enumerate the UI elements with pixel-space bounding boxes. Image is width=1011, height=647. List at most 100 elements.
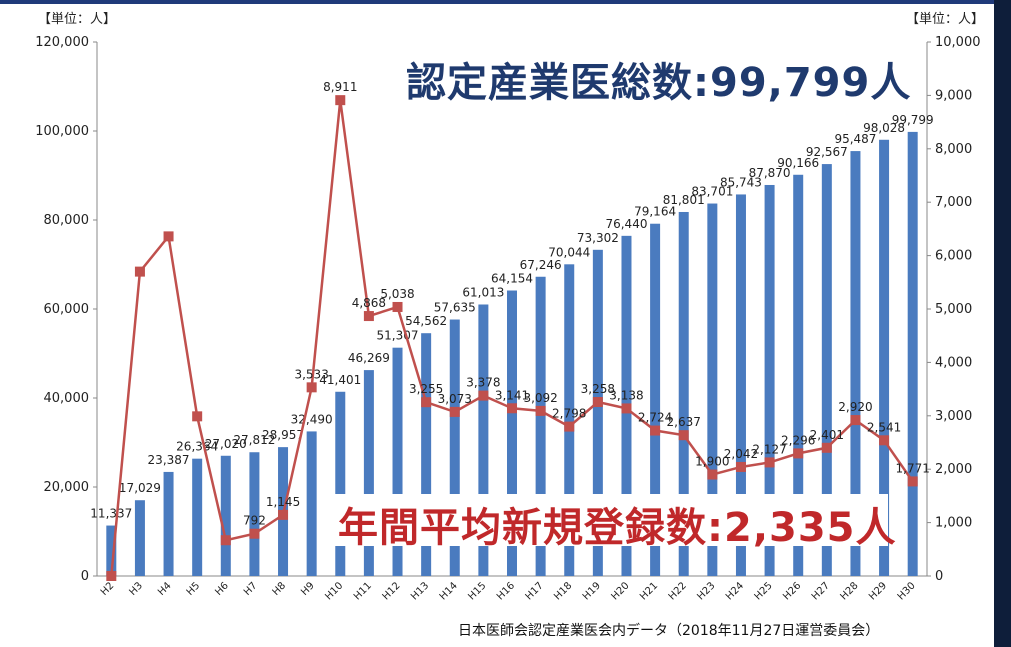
line-data-label: 1,145 <box>266 495 300 509</box>
bar-data-label: 99,799 <box>892 113 934 127</box>
line-marker <box>392 301 403 312</box>
line-data-label: 1,900 <box>695 455 729 469</box>
left-tick-label: 60,000 <box>44 302 90 317</box>
right-tick-label: 10,000 <box>935 35 981 50</box>
bar-data-label: 67,246 <box>520 258 562 272</box>
bar <box>793 174 804 577</box>
line-marker <box>363 311 374 322</box>
bar-data-label: 85,743 <box>720 175 762 189</box>
x-tick-label: H7 <box>242 580 260 598</box>
bar <box>421 333 432 576</box>
line-marker <box>278 509 289 520</box>
bar-data-label: 26,364 <box>176 440 218 454</box>
x-tick-label: H26 <box>781 580 803 602</box>
right-tick-label: 9,000 <box>935 88 972 103</box>
line-data-label: 2,042 <box>724 447 758 461</box>
bar-data-label: 27,812 <box>233 433 275 447</box>
bar <box>678 211 689 577</box>
x-tick-label: H14 <box>438 580 460 602</box>
bar-data-label: 46,269 <box>348 351 390 365</box>
line-data-label: 2,920 <box>838 400 872 414</box>
bar-data-label: 64,154 <box>491 272 533 286</box>
x-tick-label: H24 <box>724 580 746 602</box>
x-tick-label: H21 <box>638 580 660 602</box>
line-marker <box>564 421 575 432</box>
x-tick-label: H13 <box>409 580 431 602</box>
right-tick-label: 2,000 <box>935 462 972 477</box>
bar <box>335 391 346 576</box>
line-data-label: 2,296 <box>781 433 815 447</box>
line-marker <box>735 461 746 472</box>
bar <box>449 319 460 576</box>
line-marker <box>421 397 432 408</box>
left-axis-unit: 【単位：人】 <box>38 12 117 27</box>
bar <box>850 151 861 576</box>
line-data-label: 2,541 <box>867 420 901 434</box>
right-tick-label: 5,000 <box>935 302 972 317</box>
line-marker <box>249 528 260 539</box>
bar <box>735 194 746 576</box>
right-tick-label: 3,000 <box>935 409 972 424</box>
bar <box>535 276 546 576</box>
bar-data-label: 61,013 <box>462 285 504 299</box>
bar-data-label: 41,401 <box>319 373 361 387</box>
left-tick-label: 40,000 <box>44 391 90 406</box>
line-marker <box>106 571 117 581</box>
line-data-label: 2,798 <box>552 407 586 421</box>
line-marker <box>764 457 775 468</box>
right-axis-unit: 【単位：人】 <box>906 12 985 27</box>
x-tick-label: H18 <box>552 580 574 602</box>
line-data-label: 3,092 <box>523 391 557 405</box>
line-data-label: 5,038 <box>380 287 414 301</box>
left-tick-label: 100,000 <box>35 124 89 139</box>
bar-data-label: 95,487 <box>834 132 876 146</box>
subtitle-background <box>333 494 888 546</box>
right-tick-label: 4,000 <box>935 355 972 370</box>
bar <box>907 131 918 576</box>
bar <box>163 471 174 576</box>
line-data-label: 3,138 <box>609 388 643 402</box>
top-accent-bar <box>0 0 1011 4</box>
bar <box>363 370 374 576</box>
bar-data-label: 76,440 <box>605 217 647 231</box>
x-tick-label: H10 <box>323 580 345 602</box>
bar-data-label: 28,957 <box>262 428 304 442</box>
bar <box>392 347 403 576</box>
left-tick-label: 0 <box>81 569 89 584</box>
line-data-label: 2,637 <box>667 415 701 429</box>
line-marker <box>592 397 603 408</box>
bar-data-label: 92,567 <box>806 145 848 159</box>
bar-data-label: 70,044 <box>548 245 590 259</box>
bar-data-label: 57,635 <box>434 301 476 315</box>
x-tick-label: H17 <box>524 580 546 602</box>
x-tick-label: H20 <box>610 580 632 602</box>
bar <box>134 500 145 576</box>
x-tick-label: H27 <box>810 580 832 602</box>
bar-data-label: 73,302 <box>577 231 619 245</box>
line-data-label: 3,258 <box>581 382 615 396</box>
line-marker <box>306 382 317 393</box>
left-tick-label: 80,000 <box>44 213 90 228</box>
x-tick-label: H22 <box>667 580 689 602</box>
x-tick-label: H11 <box>352 580 374 602</box>
x-tick-label: H12 <box>381 580 403 602</box>
bar-data-label: 54,562 <box>405 314 447 328</box>
line-marker <box>793 448 804 459</box>
bar-data-label: 23,387 <box>148 453 190 467</box>
line-marker <box>650 425 661 436</box>
x-tick-label: H8 <box>271 580 289 598</box>
line-marker <box>478 390 489 401</box>
bar <box>650 223 661 576</box>
line-data-label: 3,378 <box>466 376 500 390</box>
line-marker <box>821 442 832 453</box>
bar <box>306 431 317 576</box>
line-marker <box>449 406 460 417</box>
bar-data-label: 32,490 <box>291 412 333 426</box>
bar <box>707 203 718 576</box>
line-marker <box>621 403 632 414</box>
x-tick-label: H3 <box>127 580 145 598</box>
annual-average-subtitle: 年間平均新規登録数:2,335人 <box>338 505 897 551</box>
line-data-label: 3,533 <box>294 367 328 381</box>
x-tick-label: H28 <box>838 580 860 602</box>
